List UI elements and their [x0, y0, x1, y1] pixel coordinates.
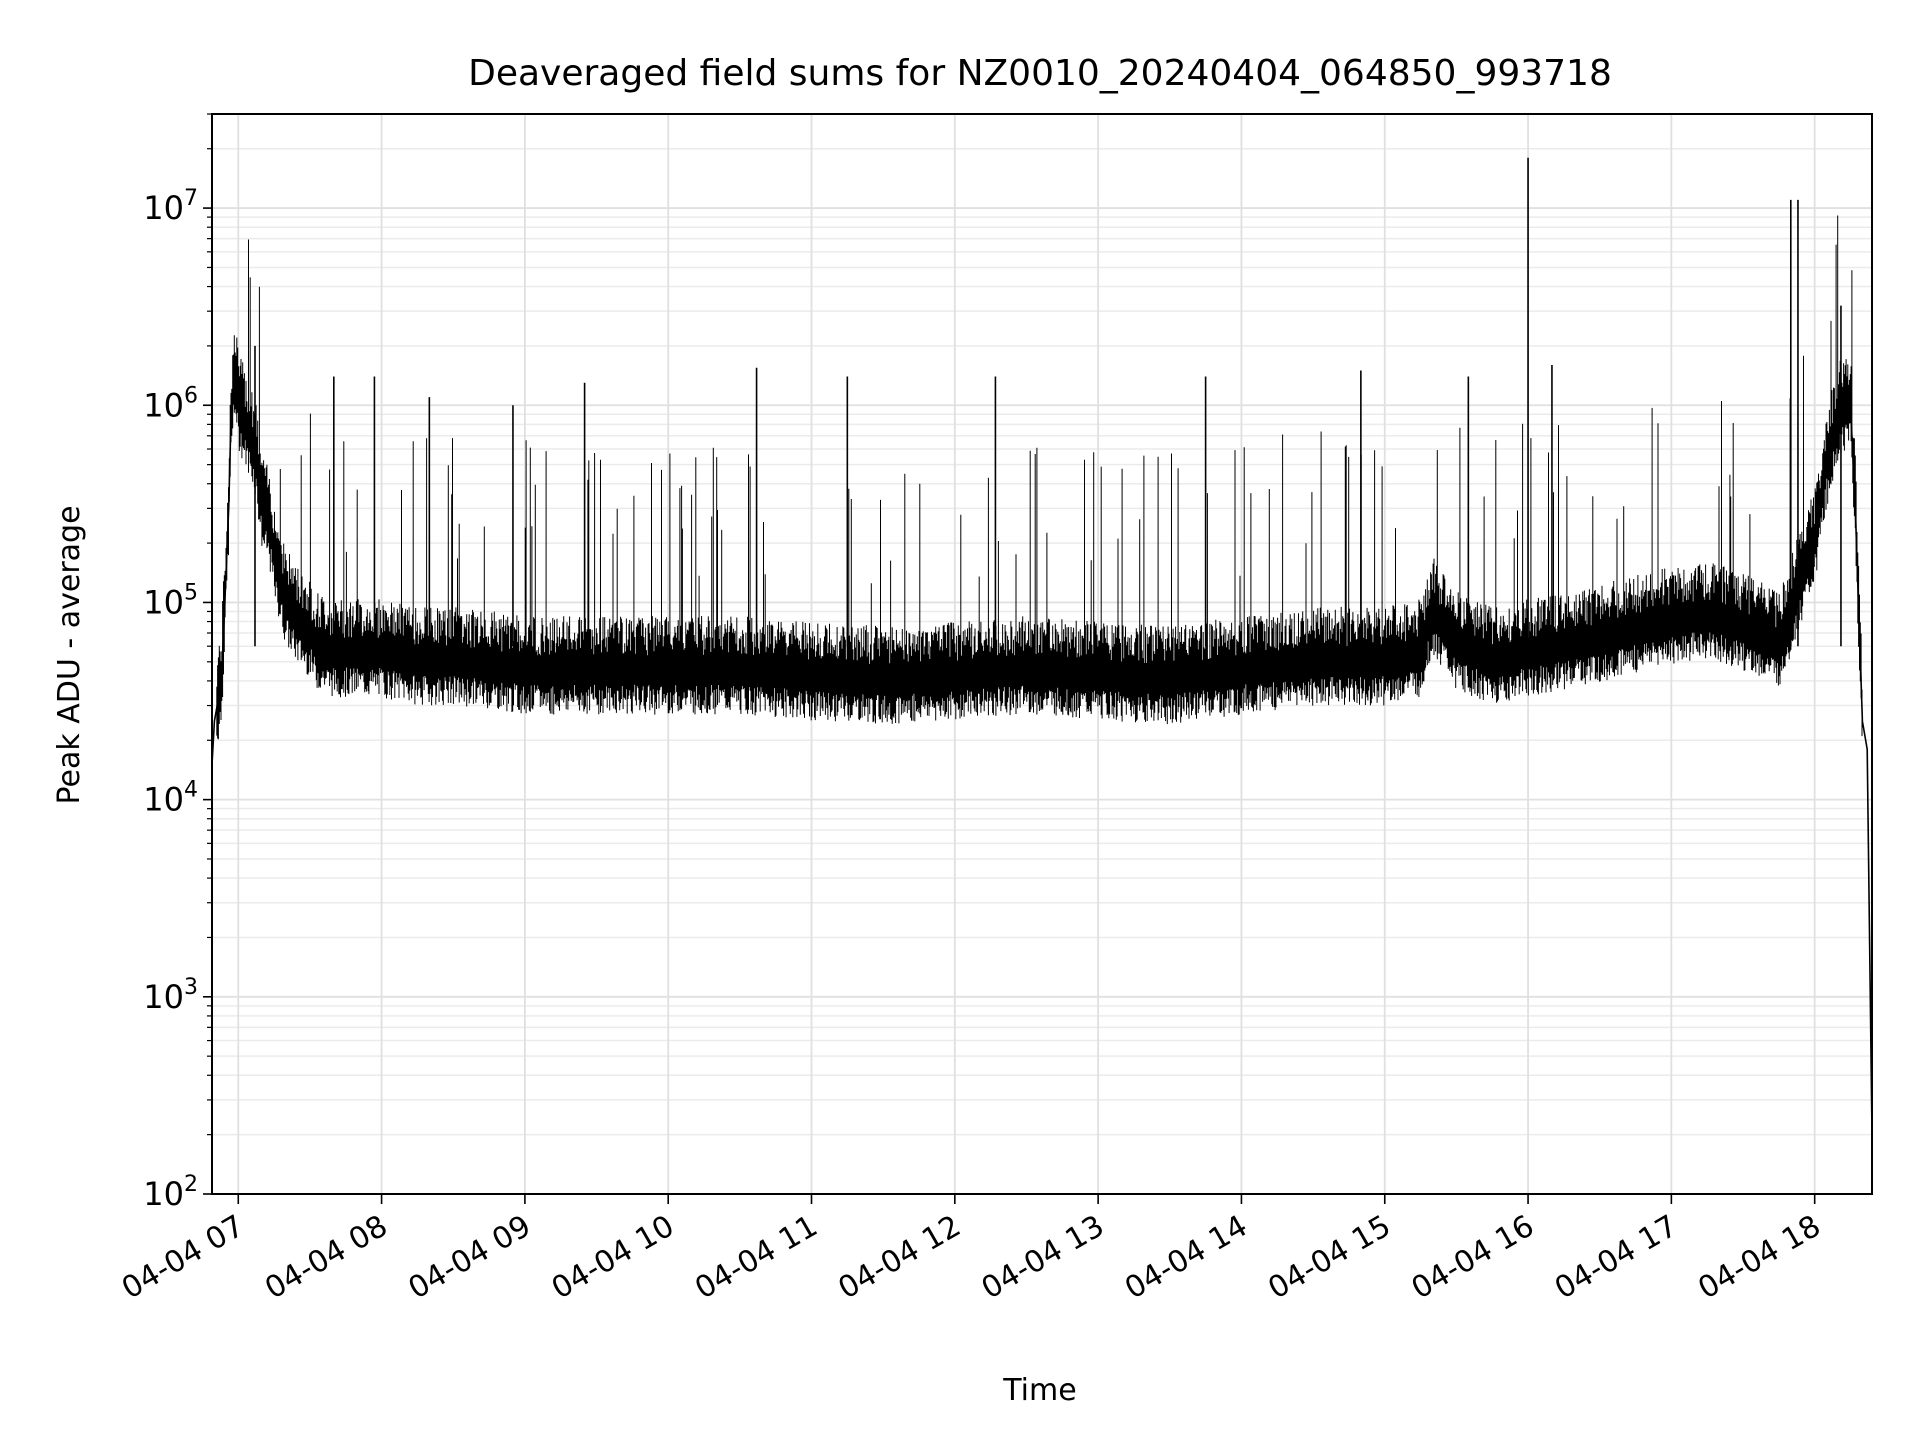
x-axis-label: Time — [1002, 1373, 1076, 1408]
plot-frame — [211, 113, 1873, 1195]
y-tick-label: 105 — [143, 580, 198, 621]
data-layer — [211, 157, 1873, 1135]
series-noise-band — [216, 215, 1863, 740]
y-tick-label: 107 — [143, 186, 198, 227]
y-tick-label: 106 — [143, 383, 198, 424]
y-tick-label: 102 — [143, 1172, 198, 1213]
y-axis-label: Peak ADU - average — [52, 505, 87, 804]
y-tick-label: 103 — [143, 975, 198, 1016]
y-tick-label: 104 — [143, 778, 198, 819]
chart-title: Deaveraged field sums for NZ0010_2024040… — [468, 53, 1612, 94]
